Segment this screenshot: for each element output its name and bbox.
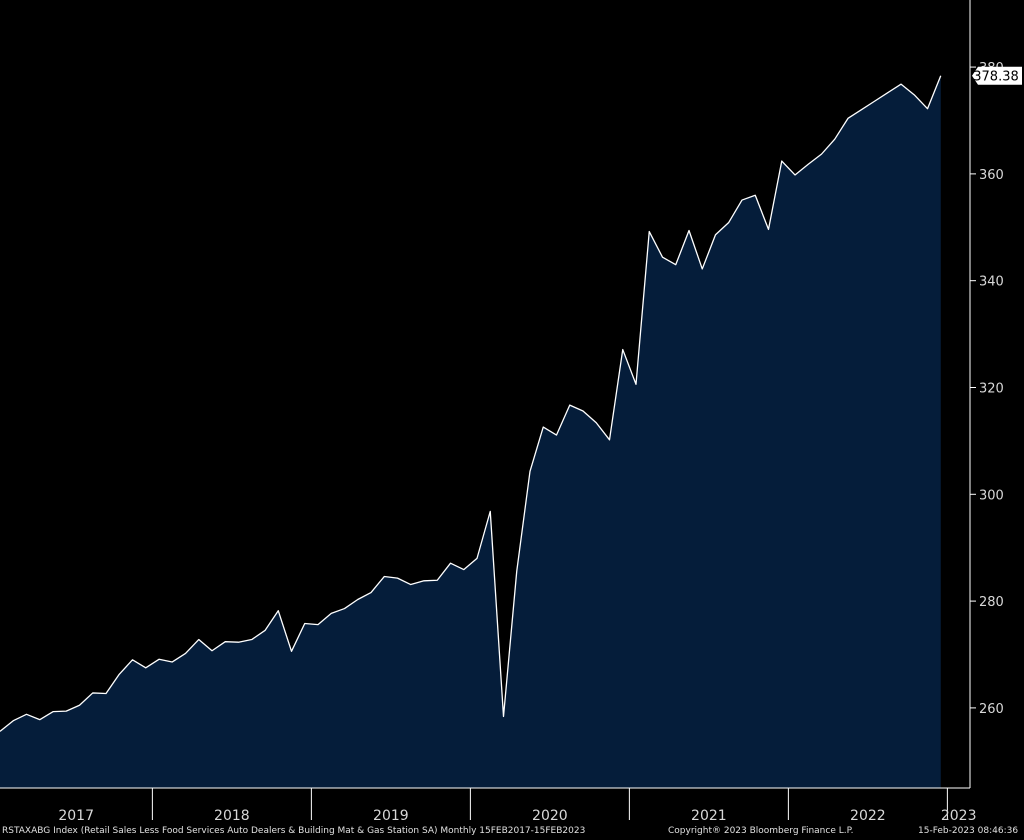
x-tick-label: 2021 — [691, 808, 727, 824]
y-tick-label: 260 — [979, 702, 1004, 717]
x-tick-label: 2020 — [532, 808, 568, 824]
series-line — [0, 75, 942, 732]
x-tick-label: 2022 — [850, 808, 886, 824]
axes: 2602803003203403603802017201820192020202… — [0, 0, 1022, 824]
x-tick-label: 2017 — [58, 808, 94, 824]
footer-timestamp: 15-Feb-2023 08:46:36 — [918, 826, 1019, 836]
y-tick-label: 300 — [979, 488, 1004, 503]
x-tick-label: 2023 — [941, 808, 977, 824]
footer-ticker-description: RSTAXABG Index (Retail Sales Less Food S… — [2, 826, 586, 836]
x-tick-label: 2018 — [214, 808, 250, 824]
series-area — [0, 75, 941, 789]
last-value-tag — [972, 66, 1022, 85]
y-tick-label: 360 — [979, 168, 1004, 183]
y-tick-label: 280 — [979, 595, 1004, 610]
footer-copyright: Copyright® 2023 Bloomberg Finance L.P. — [668, 826, 854, 836]
x-tick-label: 2019 — [373, 808, 409, 824]
y-tick-label: 320 — [979, 381, 1004, 396]
last-value-label: 378.38 — [973, 70, 1019, 85]
plot-area — [0, 75, 942, 789]
y-tick-label: 340 — [979, 275, 1004, 290]
